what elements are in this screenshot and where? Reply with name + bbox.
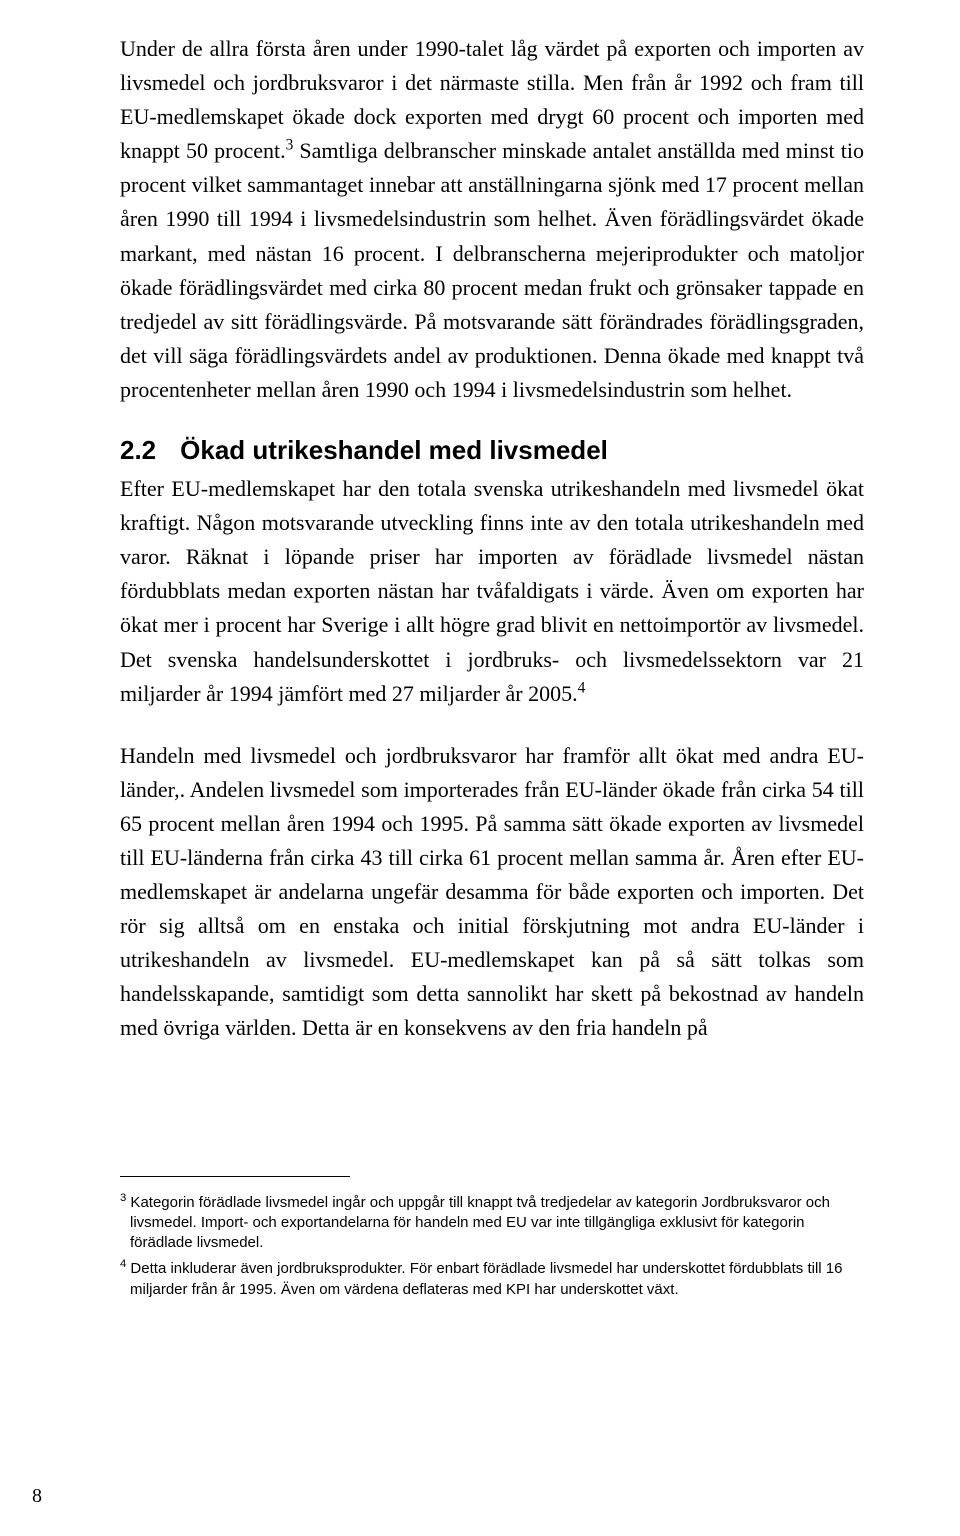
paragraph-1: Under de allra första åren under 1990-ta… bbox=[120, 32, 864, 407]
page-container: Under de allra första åren under 1990-ta… bbox=[0, 0, 960, 1536]
footnote-3-text: Kategorin förädlade livsmedel ingår och … bbox=[126, 1194, 830, 1252]
footnote-4-text: Detta inkluderar även jordbruksprodukter… bbox=[126, 1260, 842, 1297]
section-heading-2-2: 2.2 Ökad utrikeshandel med livsmedel bbox=[120, 435, 864, 466]
heading-number: 2.2 bbox=[120, 435, 156, 466]
footnote-separator bbox=[120, 1176, 350, 1177]
page-number: 8 bbox=[32, 1485, 42, 1508]
heading-title: Ökad utrikeshandel med livsmedel bbox=[180, 435, 608, 465]
paragraph-3: Handeln med livsmedel och jordbruksvaror… bbox=[120, 739, 864, 1046]
paragraph-2: Efter EU-medlemskapet har den totala sve… bbox=[120, 472, 864, 711]
footnote-3: 3 Kategorin förädlade livsmedel ingår oc… bbox=[120, 1193, 864, 1254]
page-content: Under de allra första åren under 1990-ta… bbox=[0, 0, 960, 1340]
paragraph-2-part-a: Efter EU-medlemskapet har den totala sve… bbox=[120, 476, 864, 706]
paragraph-1-part-b: Samtliga delbranscher minskade antalet a… bbox=[120, 138, 864, 402]
footnote-4: 4 Detta inkluderar även jordbruksprodukt… bbox=[120, 1259, 864, 1300]
footnote-ref-4: 4 bbox=[578, 679, 586, 696]
